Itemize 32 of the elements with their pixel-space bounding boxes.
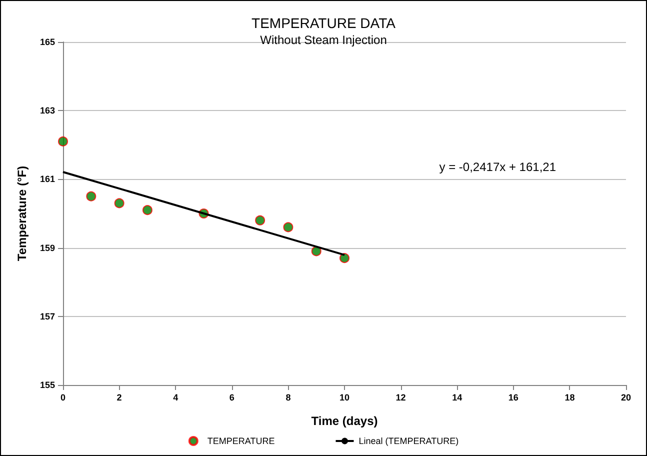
point [311, 246, 322, 256]
y-tick-label: 159 [40, 242, 55, 253]
y-tick-label: 155 [40, 380, 55, 390]
legend-label: TEMPERATURE [207, 436, 275, 446]
legend-label: Lineal (TEMPERATURE) [358, 436, 459, 446]
x-tick-label: 6 [229, 392, 234, 402]
point [255, 215, 266, 226]
x-tick-label: 14 [452, 392, 462, 402]
y-tick-label: 161 [40, 174, 55, 184]
x-tick-label: 10 [339, 392, 350, 402]
y-tick-label: 163 [40, 106, 55, 116]
point [340, 253, 350, 264]
point [58, 136, 68, 146]
x-tick-label: 16 [508, 392, 518, 402]
point [283, 222, 294, 232]
chart-title: TEMPERATURE DATA [252, 15, 396, 31]
x-tick-label: 0 [60, 392, 66, 402]
point [114, 198, 124, 208]
x-tick-label: 2 [116, 392, 122, 402]
x-tick-label: 8 [286, 392, 291, 402]
y-tick-label: 157 [40, 311, 55, 322]
annotation: y = -0,2417x + 161,21 [439, 160, 556, 174]
chart-subtitle: Without Steam Injection [260, 33, 387, 47]
x-tick-label: 12 [396, 392, 406, 402]
x-tick-label: 20 [620, 392, 632, 402]
x-tick-label: 18 [564, 392, 575, 402]
x-axis-title: Time (days) [311, 414, 378, 428]
y-tick-label: 165 [40, 37, 55, 47]
point [86, 191, 96, 202]
point [142, 205, 152, 216]
x-tick-label: 4 [173, 392, 178, 402]
y-axis-title: Temperature (°F) [15, 166, 29, 262]
